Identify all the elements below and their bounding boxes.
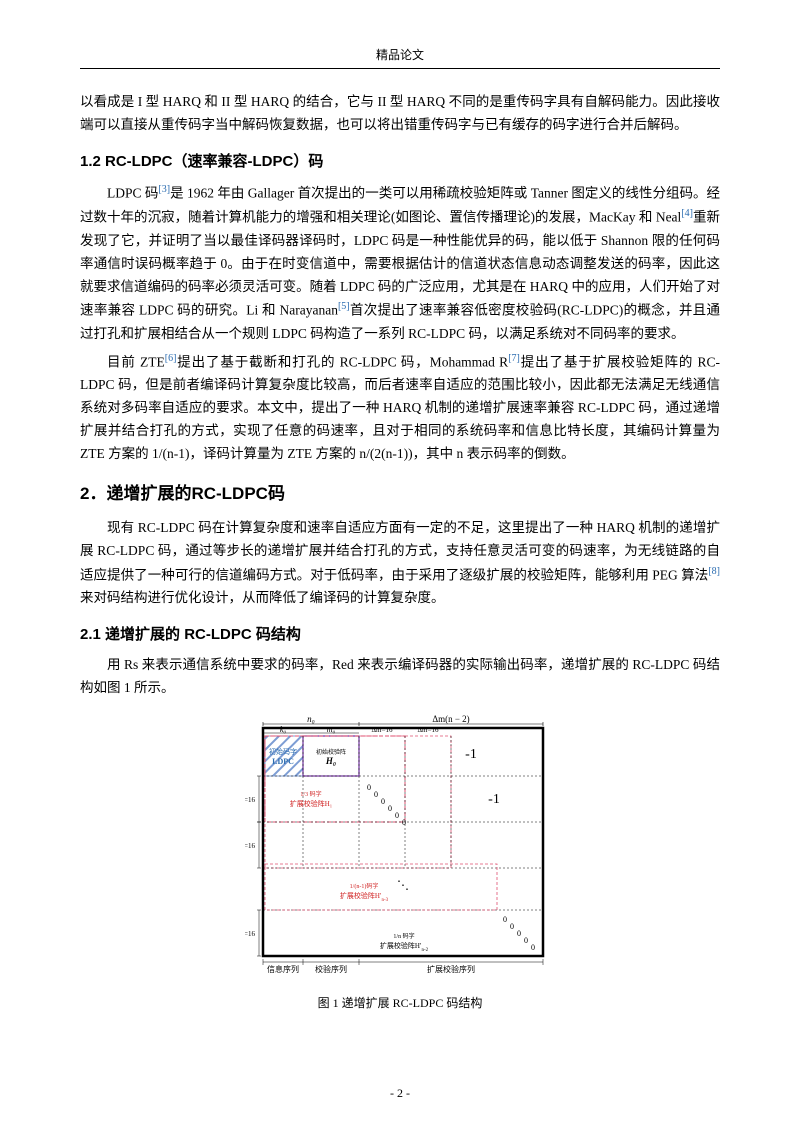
- paragraph-intro: 以看成是 I 型 HARQ 和 II 型 HARQ 的结合，它与 II 型 HA…: [80, 91, 720, 137]
- paragraph-ldpc-1: LDPC 码[3]是 1962 年由 Gallager 首次提出的一类可以用稀疏…: [80, 181, 720, 346]
- svg-text:Δm=16: Δm=16: [245, 842, 255, 850]
- svg-text:-1: -1: [488, 792, 500, 807]
- text: 来对码结构进行优化设计，从而降低了编译码的计算复杂度。: [80, 590, 445, 605]
- svg-text:1/3 码字: 1/3 码字: [300, 790, 321, 798]
- svg-text:n₀: n₀: [307, 714, 315, 724]
- figure-1-caption: 图 1 递增扩展 RC-LDPC 码结构: [80, 993, 720, 1013]
- paragraph-struct: 用 Rs 来表示通信系统中要求的码率，Red 来表示编译码器的实际输出码率，递增…: [80, 654, 720, 700]
- svg-text:0: 0: [531, 943, 535, 952]
- svg-text:0: 0: [510, 922, 514, 931]
- svg-text:0: 0: [503, 915, 507, 924]
- svg-text:0: 0: [517, 929, 521, 938]
- text: 提出了基于截断和打孔的 RC-LDPC 码，Mohammad R: [176, 354, 508, 369]
- text: LDPC 码: [107, 185, 158, 200]
- svg-text:1/n 码字: 1/n 码字: [393, 932, 414, 940]
- svg-text:扩展校验阵H′n-3: 扩展校验阵H′n-3: [340, 891, 389, 903]
- svg-text:0: 0: [388, 804, 392, 813]
- ref-6[interactable]: [6]: [165, 353, 177, 364]
- svg-text:扩展校验序列: 扩展校验序列: [427, 964, 475, 974]
- heading-1-2: 1.2 RC-LDPC（速率兼容-LDPC）码: [80, 149, 720, 175]
- svg-text:k₀: k₀: [280, 725, 287, 734]
- svg-text:m₀: m₀: [327, 725, 336, 734]
- text: 目前 ZTE: [107, 354, 165, 369]
- svg-text:H₀: H₀: [325, 756, 336, 766]
- ref-3[interactable]: [3]: [158, 184, 170, 195]
- svg-text:0: 0: [524, 936, 528, 945]
- svg-text:-1: -1: [465, 747, 477, 762]
- svg-text:Δm=16: Δm=16: [372, 726, 393, 734]
- text: 重新发现了它，并证明了当以最佳译码器译码时，LDPC 码是一种性能优异的码，能以…: [80, 210, 720, 318]
- svg-text:初始校验阵: 初始校验阵: [316, 748, 346, 756]
- svg-text:Δm=16: Δm=16: [418, 726, 439, 734]
- svg-text:0: 0: [381, 797, 385, 806]
- svg-text:0: 0: [395, 811, 399, 820]
- text: 现有 RC-LDPC 码在计算复杂度和速率自适应方面有一定的不足，这里提出了一种…: [80, 520, 720, 582]
- svg-text:0: 0: [367, 783, 371, 792]
- svg-text:扩展校验阵H₁: 扩展校验阵H₁: [290, 799, 333, 808]
- svg-text:扩展校验阵H′n-2: 扩展校验阵H′n-2: [380, 941, 429, 953]
- svg-text:0: 0: [374, 790, 378, 799]
- ref-5[interactable]: [5]: [338, 301, 350, 312]
- svg-text:初始码字: 初始码字: [269, 747, 297, 756]
- paragraph-ldpc-2: 目前 ZTE[6]提出了基于截断和打孔的 RC-LDPC 码，Mohammad …: [80, 350, 720, 466]
- page-footer: - 2 -: [0, 1083, 800, 1103]
- paragraph-sec2: 现有 RC-LDPC 码在计算复杂度和速率自适应方面有一定的不足，这里提出了一种…: [80, 517, 720, 610]
- text: 提出了基于扩展校验矩阵的 RC-LDPC 码，但是前者编译码计算复杂度比较高，而…: [80, 354, 720, 461]
- svg-text:1/(n-1)码字: 1/(n-1)码字: [350, 882, 379, 890]
- heading-2-1: 2.1 递增扩展的 RC-LDPC 码结构: [80, 622, 720, 648]
- svg-text:校验序列: 校验序列: [315, 964, 347, 974]
- page-header: 精品论文: [80, 45, 720, 69]
- svg-text:LDPC: LDPC: [272, 757, 294, 766]
- svg-text:信息序列: 信息序列: [267, 964, 299, 974]
- figure-1-svg: n₀ Δm(n − 2) k₀ m₀ Δm=16 Δm=16 初始码字LDPC 初始校验阵H₀…: [245, 712, 555, 982]
- ref-4[interactable]: [4]: [681, 208, 693, 219]
- svg-text:0: 0: [402, 818, 406, 827]
- svg-text:Δm(n − 2): Δm(n − 2): [432, 714, 469, 724]
- svg-text:Δm=16: Δm=16: [245, 796, 255, 804]
- figure-1: n₀ Δm(n − 2) k₀ m₀ Δm=16 Δm=16 初始码字LDPC 初始校验阵H₀…: [80, 712, 720, 1014]
- ref-7[interactable]: [7]: [508, 353, 520, 364]
- text: 是 1962 年由 Gallager 首次提出的一类可以用稀疏校验矩阵或 Tan…: [80, 185, 720, 224]
- svg-text:⋱: ⋱: [397, 878, 409, 892]
- heading-2: 2．递增扩展的RC-LDPC码: [80, 480, 720, 509]
- ref-8[interactable]: [8]: [708, 566, 720, 577]
- svg-text:Δm=16: Δm=16: [245, 930, 255, 938]
